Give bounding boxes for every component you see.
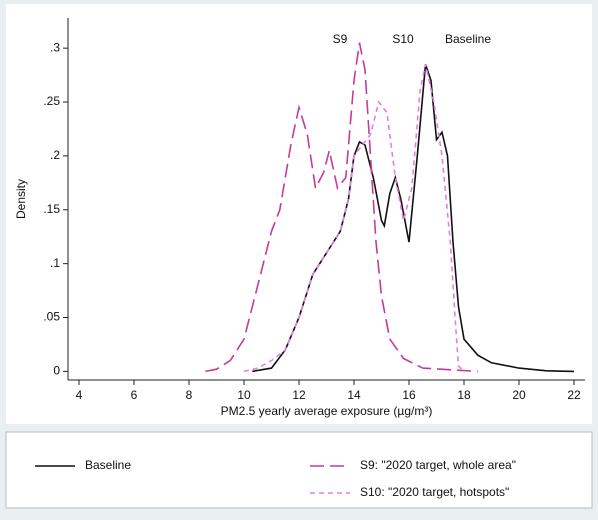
legend-label: S9: "2020 target, whole area": [360, 458, 516, 472]
legend-box: [5, 431, 593, 509]
x-axis-title: PM2.5 yearly average exposure (µg/m³): [221, 404, 433, 418]
y-tick-label: 0: [53, 364, 60, 378]
x-tick-label: 10: [237, 388, 251, 402]
y-tick-label: .05: [43, 310, 60, 324]
y-tick-label: .2: [50, 148, 60, 162]
x-tick-label: 18: [457, 388, 471, 402]
x-tick-label: 22: [567, 388, 581, 402]
y-axis-title: Density: [14, 179, 28, 219]
legend-label: S10: "2020 target, hotspots": [360, 485, 509, 499]
y-tick-label: .1: [50, 256, 60, 270]
x-tick-label: 6: [131, 388, 138, 402]
y-tick-label: .3: [50, 40, 60, 54]
x-tick-label: 20: [512, 388, 526, 402]
x-tick-label: 4: [76, 388, 83, 402]
x-tick-label: 12: [292, 388, 306, 402]
density-line: [205, 42, 478, 373]
plot-background: [6, 4, 592, 424]
y-tick-label: .25: [43, 94, 60, 108]
x-tick-label: 14: [347, 388, 361, 402]
annotation: S9: [333, 32, 348, 46]
annotation: S10: [392, 32, 414, 46]
x-tick-label: 8: [186, 388, 193, 402]
density-line: [243, 64, 465, 373]
y-tick-label: .15: [43, 202, 60, 216]
legend-label: Baseline: [85, 458, 131, 472]
annotation: Baseline: [445, 32, 491, 46]
x-tick-label: 16: [402, 388, 416, 402]
